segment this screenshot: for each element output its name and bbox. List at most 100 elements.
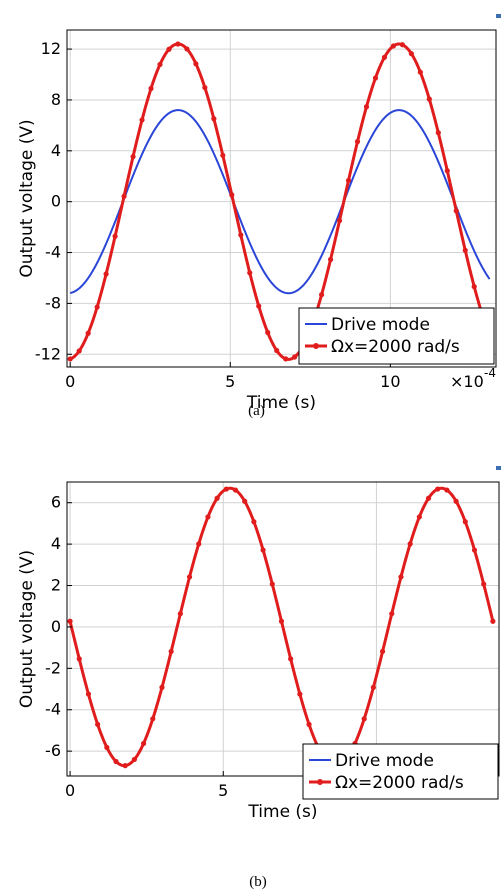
x-tick-label: 0: [65, 781, 75, 800]
series-line-drive-mode: [69, 109, 491, 295]
series-marker: [363, 104, 370, 110]
y-tick-label: -6: [45, 741, 61, 760]
y-tick-label: 0: [51, 192, 61, 211]
legend-swatch-marker: [313, 343, 319, 349]
plot-frame: [66, 29, 497, 368]
series-marker: [453, 208, 459, 214]
series-marker: [247, 270, 253, 276]
series-marker: [177, 611, 183, 617]
series-marker: [150, 716, 156, 722]
series-marker: [103, 271, 109, 277]
series-marker: [242, 498, 248, 504]
series-marker: [408, 51, 414, 57]
series-marker: [104, 744, 110, 750]
x-multiplier-label: ×10: [450, 372, 484, 391]
panel-caption: (a): [248, 403, 265, 419]
series-marker: [232, 487, 239, 493]
series-marker: [390, 43, 397, 49]
series-marker: [85, 691, 92, 697]
plot-frame: [66, 481, 500, 777]
y-tick-label: 0: [51, 617, 61, 636]
series-marker: [399, 42, 405, 48]
series-marker: [184, 46, 190, 52]
series-marker: [471, 547, 478, 553]
series-marker: [238, 232, 244, 238]
legend-swatch-marker: [317, 779, 323, 785]
series-marker: [435, 130, 441, 136]
series-marker: [211, 116, 217, 122]
y-tick-label: 8: [51, 90, 61, 109]
series-marker: [425, 495, 432, 501]
series-marker: [407, 541, 413, 547]
series-marker: [417, 69, 423, 75]
series-marker: [251, 519, 257, 525]
series-marker: [67, 356, 73, 362]
y-axis-label: Output voltage (V): [17, 550, 37, 708]
y-tick-label: 12: [41, 39, 61, 58]
series-marker: [94, 304, 100, 310]
y-tick-label: 4: [51, 141, 61, 160]
series-marker: [361, 716, 367, 722]
legend-label: Ωx=2000 rad/s: [331, 337, 460, 357]
series-marker: [148, 85, 154, 92]
x-tick-label: 0: [65, 372, 75, 391]
series-marker: [381, 54, 388, 60]
x-exponent-label: -4: [484, 366, 496, 380]
series-marker: [193, 61, 199, 67]
series-marker: [76, 656, 82, 662]
y-tick-label: 2: [51, 576, 61, 595]
y-tick-label: -12: [35, 344, 61, 363]
series-marker: [130, 154, 136, 160]
legend-label: Drive mode: [335, 751, 434, 771]
legend-box: [298, 307, 495, 365]
corner-marker-icon: [496, 466, 501, 470]
series-marker: [370, 684, 376, 690]
series-marker: [278, 618, 285, 624]
series-marker: [112, 233, 118, 239]
x-tick-label: 10: [380, 372, 400, 391]
series-marker: [196, 541, 202, 547]
series-marker: [426, 96, 432, 102]
series-marker: [139, 117, 145, 123]
series-marker: [168, 648, 174, 655]
series-marker: [471, 284, 477, 290]
series-marker: [166, 46, 172, 52]
series-marker: [220, 152, 226, 158]
y-tick-label: -8: [45, 293, 61, 312]
series-marker: [481, 581, 487, 587]
series-marker: [95, 721, 101, 727]
y-tick-label: 6: [51, 493, 61, 512]
series-marker: [159, 684, 165, 690]
legend-label: Ωx=2000 rad/s: [335, 773, 464, 793]
series-marker: [398, 574, 404, 580]
x-tick-label: 5: [225, 372, 235, 391]
series-marker: [229, 192, 235, 198]
series-marker: [141, 740, 147, 747]
series-marker: [389, 611, 395, 617]
series-marker: [306, 721, 312, 727]
series-marker: [453, 498, 459, 504]
series-marker: [76, 348, 82, 354]
series-marker: [85, 330, 91, 336]
x-tick-label: 5: [218, 781, 228, 800]
x-axis-label: Time (s): [246, 393, 316, 413]
series-marker: [265, 329, 271, 336]
series-marker: [283, 356, 289, 362]
series-marker: [113, 758, 119, 765]
series-marker: [223, 486, 229, 492]
y-tick-label: 4: [51, 534, 61, 553]
series-marker: [269, 581, 275, 587]
series-marker: [256, 303, 262, 309]
y-tick-label: -4: [45, 243, 61, 262]
series-marker: [345, 177, 352, 184]
series-marker: [186, 574, 193, 580]
series-marker: [292, 354, 298, 360]
series-marker: [202, 84, 208, 91]
series-marker: [297, 691, 303, 697]
series-marker: [444, 487, 450, 493]
legend-label: Drive mode: [331, 315, 430, 335]
series-marker: [379, 648, 386, 655]
